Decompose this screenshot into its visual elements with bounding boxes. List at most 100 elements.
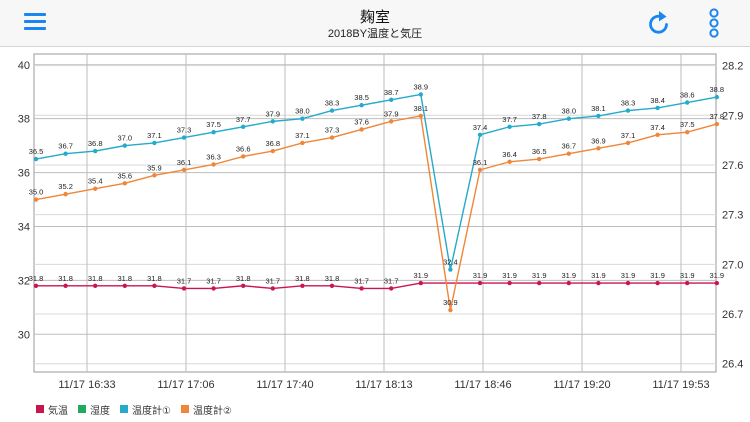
legend-swatch bbox=[36, 405, 44, 413]
data-point bbox=[152, 140, 157, 146]
data-point bbox=[389, 97, 394, 103]
data-label: 31.9 bbox=[709, 271, 724, 280]
legend-item[interactable]: 温度計② bbox=[180, 402, 232, 417]
data-label: 37.5 bbox=[206, 120, 221, 129]
left-tick-label: 38 bbox=[18, 114, 30, 126]
data-label: 36.7 bbox=[561, 142, 576, 151]
refresh-icon[interactable] bbox=[646, 9, 672, 37]
data-point bbox=[329, 135, 335, 140]
data-label: 31.9 bbox=[591, 271, 606, 280]
series-line bbox=[36, 282, 717, 290]
left-tick-label: 34 bbox=[18, 221, 30, 233]
data-point bbox=[93, 186, 98, 191]
data-point bbox=[241, 283, 246, 288]
data-label: 38.3 bbox=[325, 99, 340, 108]
data-label: 31.9 bbox=[680, 271, 695, 280]
data-label: 35.2 bbox=[58, 182, 73, 191]
x-tick-label: 11/17 17:40 bbox=[256, 379, 313, 391]
data-point bbox=[625, 108, 631, 113]
legend-item[interactable]: 気温 bbox=[36, 402, 68, 417]
data-point bbox=[93, 283, 98, 288]
hamburger-menu-icon[interactable] bbox=[24, 11, 48, 33]
data-point bbox=[507, 159, 512, 164]
data-label: 37.4 bbox=[650, 123, 665, 132]
data-point bbox=[300, 116, 305, 121]
data-label: 31.8 bbox=[295, 274, 310, 283]
data-label: 37.1 bbox=[295, 131, 310, 140]
data-label: 38.1 bbox=[591, 104, 606, 113]
data-label: 31.8 bbox=[29, 274, 44, 283]
data-label: 31.7 bbox=[354, 276, 369, 285]
data-label: 31.9 bbox=[621, 271, 636, 280]
data-point bbox=[270, 119, 275, 124]
data-point bbox=[389, 119, 394, 124]
data-point bbox=[241, 124, 246, 129]
left-tick-label: 36 bbox=[18, 168, 30, 180]
data-point bbox=[359, 127, 364, 132]
data-label: 30.9 bbox=[443, 298, 458, 307]
data-label: 37.5 bbox=[680, 120, 695, 129]
data-point bbox=[211, 286, 216, 291]
data-point bbox=[477, 167, 483, 173]
legend-item[interactable]: 温度計① bbox=[120, 402, 171, 417]
data-label: 38.5 bbox=[354, 93, 369, 102]
data-point bbox=[418, 280, 423, 286]
data-label: 38.4 bbox=[650, 96, 665, 105]
right-tick-label: 28.2 bbox=[722, 61, 743, 73]
data-label: 38.0 bbox=[561, 107, 576, 116]
data-point bbox=[33, 197, 39, 202]
series-line bbox=[35, 115, 717, 311]
data-label: 31.7 bbox=[206, 276, 221, 285]
data-label: 38.0 bbox=[295, 107, 310, 116]
data-point bbox=[537, 121, 542, 127]
x-tick-label: 11/17 19:20 bbox=[553, 379, 610, 391]
legend-label: 湿度 bbox=[90, 405, 110, 417]
data-label: 31.7 bbox=[177, 276, 192, 285]
x-tick-label: 11/17 18:46 bbox=[454, 379, 511, 391]
data-point bbox=[596, 113, 601, 119]
data-label: 31.8 bbox=[147, 274, 162, 283]
data-point bbox=[714, 280, 719, 286]
page-subtitle: 2018BY温度と気圧 bbox=[327, 28, 423, 40]
data-point bbox=[537, 280, 542, 286]
data-point bbox=[300, 283, 305, 288]
data-label: 37.8 bbox=[532, 112, 547, 121]
data-point bbox=[241, 154, 246, 159]
legend-label: 温度計① bbox=[132, 405, 171, 417]
data-point bbox=[655, 280, 660, 286]
data-label: 31.7 bbox=[265, 276, 280, 285]
data-point bbox=[625, 280, 631, 286]
data-label: 37.1 bbox=[621, 131, 636, 140]
data-point bbox=[655, 132, 660, 138]
data-label: 31.9 bbox=[532, 271, 547, 280]
data-label: 37.1 bbox=[147, 131, 162, 140]
data-point bbox=[181, 167, 187, 173]
vertical-ellipsis-icon[interactable] bbox=[703, 8, 725, 38]
data-point bbox=[152, 283, 157, 288]
left-tick-label: 40 bbox=[18, 60, 30, 72]
data-point bbox=[566, 151, 571, 156]
data-point bbox=[122, 283, 128, 288]
legend-item[interactable]: 湿度 bbox=[78, 402, 110, 417]
data-label: 37.7 bbox=[502, 115, 517, 124]
data-label: 37.8 bbox=[709, 112, 724, 121]
data-label: 31.9 bbox=[502, 271, 517, 280]
data-point bbox=[507, 280, 512, 286]
right-tick-label: 27.0 bbox=[722, 259, 743, 271]
data-label: 31.8 bbox=[117, 274, 132, 283]
data-label: 35.4 bbox=[88, 177, 103, 186]
data-point bbox=[714, 121, 719, 127]
data-point bbox=[181, 286, 187, 291]
app-header: 麹室 2018BY温度と気圧 bbox=[0, 0, 750, 47]
data-point bbox=[596, 280, 601, 286]
right-tick-label: 27.6 bbox=[722, 160, 743, 172]
data-point bbox=[389, 286, 394, 291]
chart-legend: 気温 湿度 温度計① 温度計② bbox=[36, 402, 242, 417]
data-point bbox=[152, 173, 157, 178]
data-label: 31.8 bbox=[325, 274, 340, 283]
data-point bbox=[685, 100, 690, 105]
data-point bbox=[566, 116, 571, 121]
data-point bbox=[63, 283, 68, 288]
data-label: 38.1 bbox=[413, 104, 428, 113]
data-label: 35.0 bbox=[29, 188, 44, 197]
